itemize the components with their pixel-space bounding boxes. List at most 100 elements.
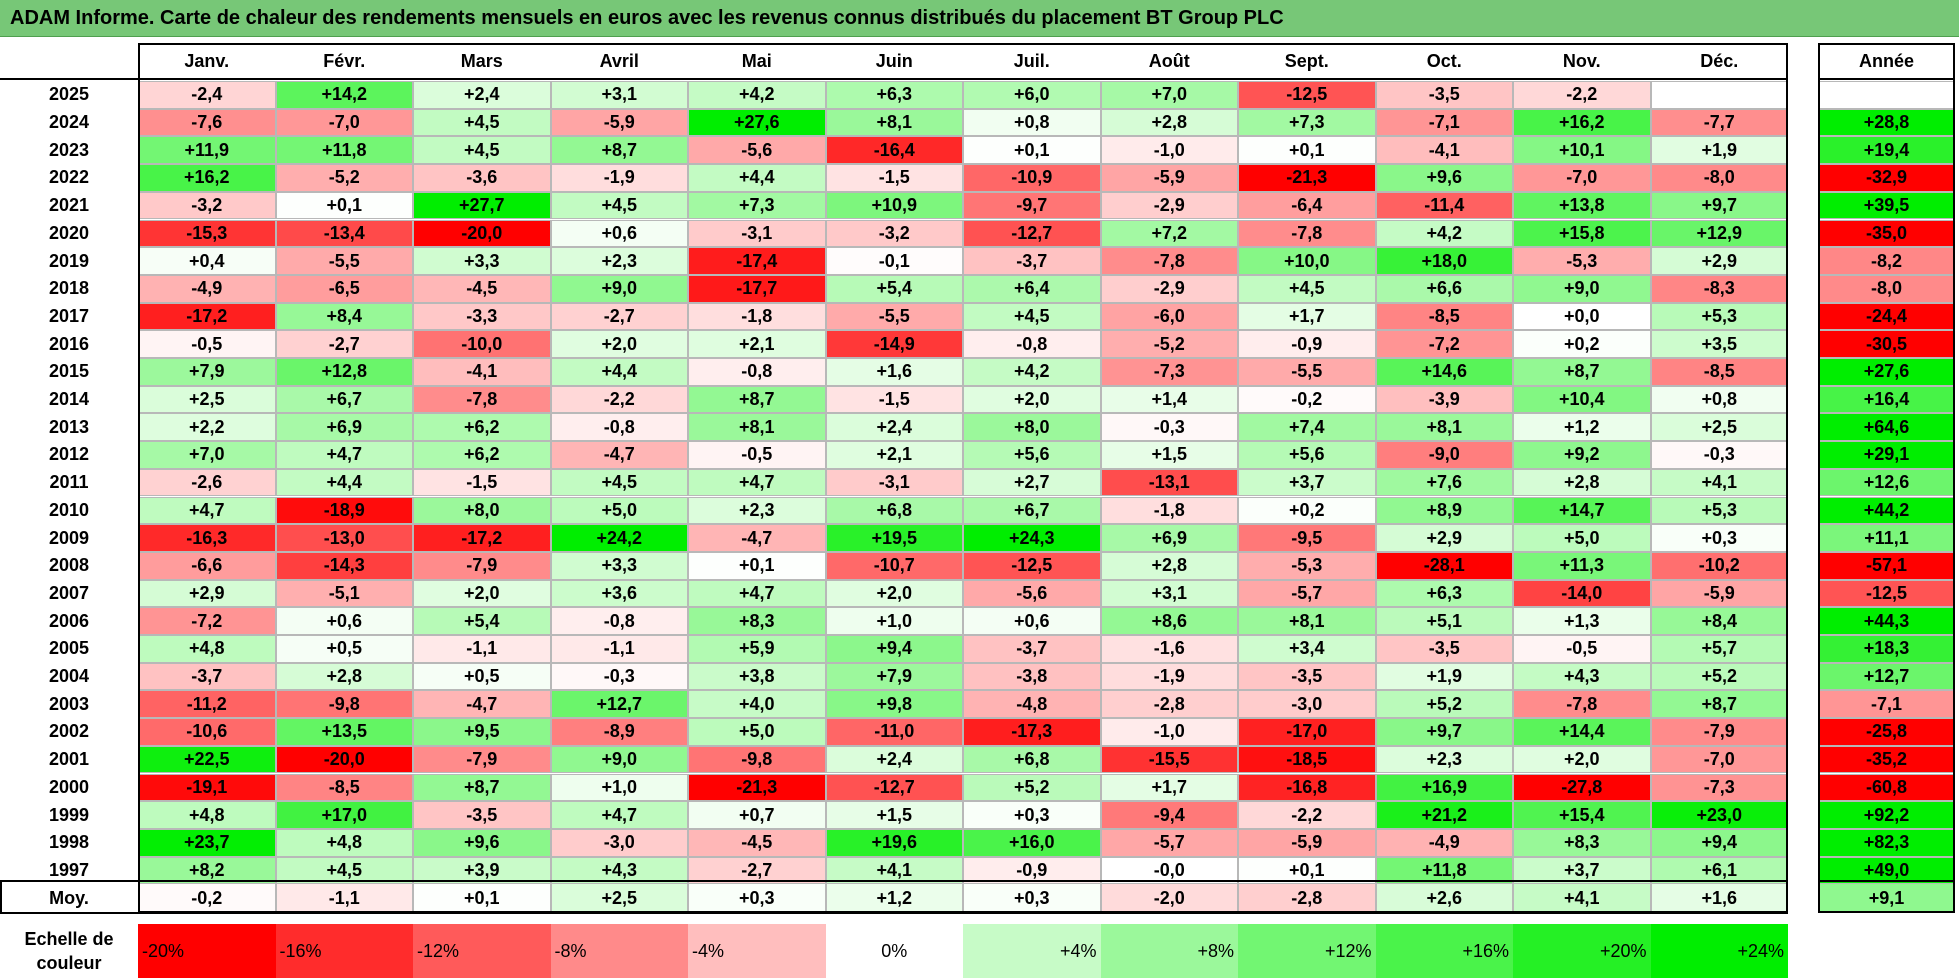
row-label-2006: 2006 bbox=[48, 610, 90, 631]
heatmap-cell-2002-nov: +14,4 bbox=[1513, 718, 1651, 746]
heatmap-cell-2011-mars: -1,5 bbox=[413, 468, 551, 497]
heatmap-cell-2000-janv: -19,1 bbox=[138, 773, 276, 802]
heatmap-cell-2024-nov: +16,2 bbox=[1513, 108, 1651, 137]
heatmap-cell-2000-juin: -12,7 bbox=[825, 773, 963, 802]
heatmap-cell-2010-mai: +2,3 bbox=[688, 496, 826, 525]
heatmap-cell-2009-juil: +24,3 bbox=[963, 524, 1101, 552]
heatmap-cell-2002-juil: -17,3 bbox=[963, 718, 1101, 746]
heatmap-cell-2018-juil: +6,4 bbox=[963, 274, 1101, 303]
heatmap-cell-2006-juin: +1,0 bbox=[825, 607, 963, 635]
heatmap-cell-2023-juil: +0,1 bbox=[963, 136, 1101, 165]
heatmap-cell-2015-nov: +8,7 bbox=[1513, 358, 1651, 386]
heatmap-cell-2001-nov: +2,0 bbox=[1513, 745, 1651, 774]
heatmap-cell-2009-dec: +0,3 bbox=[1650, 524, 1788, 552]
heatmap-cell-2016-mars: -10,0 bbox=[413, 330, 551, 358]
heatmap-cell-2006-oct: +5,1 bbox=[1375, 607, 1513, 635]
heatmap-cell-2005-fevr: +0,5 bbox=[275, 635, 413, 663]
heatmap-cell-1998-aout: -5,7 bbox=[1100, 828, 1238, 857]
heatmap-cell-2022-aout: -5,9 bbox=[1100, 164, 1238, 192]
heatmap-cell-2000-sept: -16,8 bbox=[1238, 773, 1376, 802]
heatmap-cell-2002-aout: -1,0 bbox=[1100, 718, 1238, 746]
heatmap-cell-2010-fevr: -18,9 bbox=[275, 496, 413, 525]
row-label-1999: 1999 bbox=[48, 804, 90, 825]
heatmap-cell-2014-aout: +1,4 bbox=[1100, 385, 1238, 414]
heatmap-cell-1997-juin: +4,1 bbox=[825, 856, 963, 885]
heatmap-cell-2020-avril: +0,6 bbox=[550, 219, 688, 248]
heatmap-cell-2014-juin: -1,5 bbox=[825, 385, 963, 414]
heatmap-cell-2019-aout: -7,8 bbox=[1100, 247, 1238, 275]
heatmap-cell-2015-aout: -7,3 bbox=[1100, 358, 1238, 386]
heatmap-cell-2000-dec: -7,3 bbox=[1650, 773, 1788, 802]
heatmap-cell-2020-dec: +12,9 bbox=[1650, 219, 1788, 248]
heatmap-cell-2004-janv: -3,7 bbox=[138, 662, 276, 691]
heatmap-cell-2015-avril: +4,4 bbox=[550, 358, 688, 386]
heatmap-cell-2024-aout: +2,8 bbox=[1100, 108, 1238, 137]
heatmap-cell-2021-mars: +27,7 bbox=[413, 191, 551, 220]
heatmap-cell-2019-mai: -17,4 bbox=[688, 247, 826, 275]
heatmap-cell-1998-oct: -4,9 bbox=[1375, 828, 1513, 857]
heatmap-cell-2012-aout: +1,5 bbox=[1100, 441, 1238, 469]
heatmap-cell-2018-aout: -2,9 bbox=[1100, 274, 1238, 303]
row-label-2011: 2011 bbox=[49, 472, 89, 493]
heatmap-cell-2007-sept: -5,7 bbox=[1238, 579, 1376, 608]
heatmap-cell-1998-nov: +8,3 bbox=[1513, 828, 1651, 857]
heatmap-cell-2009-aout: +6,9 bbox=[1100, 524, 1238, 552]
heatmap-cell-2011-nov: +2,8 bbox=[1513, 468, 1651, 497]
heatmap-cell-2015-mai: -0,8 bbox=[688, 358, 826, 386]
average-cell-mai: +0,3 bbox=[688, 883, 826, 913]
heatmap-cell-2011-oct: +7,6 bbox=[1375, 468, 1513, 497]
column-header-juin: Juin bbox=[875, 50, 913, 71]
heatmap-cell-1998-avril: -3,0 bbox=[550, 828, 688, 857]
row-label-2007: 2007 bbox=[48, 582, 90, 603]
heatmap-cell-2009-oct: +2,9 bbox=[1375, 524, 1513, 552]
heatmap-cell-2001-aout: -15,5 bbox=[1100, 745, 1238, 774]
heatmap-cell-2010-juil: +6,7 bbox=[963, 496, 1101, 525]
heatmap-cell-1997-sept: +0,1 bbox=[1238, 856, 1376, 885]
heatmap-cell-2016-oct: -7,2 bbox=[1375, 330, 1513, 358]
heatmap-cell-2023-fevr: +11,8 bbox=[275, 136, 413, 165]
heatmap-cell-2016-fevr: -2,7 bbox=[275, 330, 413, 358]
heatmap-cell-2011-avril: +4,5 bbox=[550, 468, 688, 497]
heatmap-cell-2021-mai: +7,3 bbox=[688, 191, 826, 220]
heatmap-cell-2022-juin: -1,5 bbox=[825, 164, 963, 192]
scale-step-0: 0% bbox=[825, 924, 963, 978]
heatmap-cell-2017-avril: -2,7 bbox=[550, 302, 688, 331]
heatmap-cell-2017-juil: +4,5 bbox=[963, 302, 1101, 331]
heatmap-cell-2013-sept: +7,4 bbox=[1238, 413, 1376, 442]
heatmap-cell-2011-dec: +4,1 bbox=[1650, 468, 1788, 497]
heatmap-cell-2004-mars: +0,5 bbox=[413, 662, 551, 691]
heatmap-cell-2022-mars: -3,6 bbox=[413, 164, 551, 192]
heatmap-cell-2006-juil: +0,6 bbox=[963, 607, 1101, 635]
heatmap-cell-2003-nov: -7,8 bbox=[1513, 690, 1651, 719]
heatmap-cell-2015-janv: +7,9 bbox=[138, 358, 276, 386]
heatmap-cell-2009-janv: -16,3 bbox=[138, 524, 276, 552]
heatmap-cell-2010-sept: +0,2 bbox=[1238, 496, 1376, 525]
row-label-2015: 2015 bbox=[48, 361, 90, 382]
heatmap-cell-2016-aout: -5,2 bbox=[1100, 330, 1238, 358]
heatmap-cell-2003-mars: -4,7 bbox=[413, 690, 551, 719]
heatmap-cell-2006-mars: +5,4 bbox=[413, 607, 551, 635]
average-separator bbox=[0, 880, 1788, 882]
heatmap-cell-2003-fevr: -9,8 bbox=[275, 690, 413, 719]
heatmap-cell-2004-juin: +7,9 bbox=[825, 662, 963, 691]
heatmap-cell-2002-mai: +5,0 bbox=[688, 718, 826, 746]
heatmap-cell-2010-janv: +4,7 bbox=[138, 496, 276, 525]
heatmap-cell-2009-nov: +5,0 bbox=[1513, 524, 1651, 552]
heatmap-cell-2006-sept: +8,1 bbox=[1238, 607, 1376, 635]
average-cell-fevr: -1,1 bbox=[275, 883, 413, 913]
heatmap-cell-2009-avril: +24,2 bbox=[550, 524, 688, 552]
heatmap-cell-2024-mars: +4,5 bbox=[413, 108, 551, 137]
heatmap-cell-2003-aout: -2,8 bbox=[1100, 690, 1238, 719]
heatmap-cell-2010-oct: +8,9 bbox=[1375, 496, 1513, 525]
heatmap-cell-2018-fevr: -6,5 bbox=[275, 274, 413, 303]
heatmap-cell-2000-fevr: -8,5 bbox=[275, 773, 413, 802]
heatmap-cell-2020-nov: +15,8 bbox=[1513, 219, 1651, 248]
average-separator-year bbox=[1818, 880, 1955, 882]
heatmap-cell-2024-janv: -7,6 bbox=[138, 108, 276, 137]
heatmap-cell-1998-juin: +19,6 bbox=[825, 828, 963, 857]
heatmap-cell-2000-mai: -21,3 bbox=[688, 773, 826, 802]
year-cell-2019: -8,2 bbox=[1818, 247, 1955, 275]
heatmap-cell-2006-avril: -0,8 bbox=[550, 607, 688, 635]
column-header-year: Année bbox=[1858, 50, 1914, 71]
heatmap-cell-2021-oct: -11,4 bbox=[1375, 191, 1513, 220]
